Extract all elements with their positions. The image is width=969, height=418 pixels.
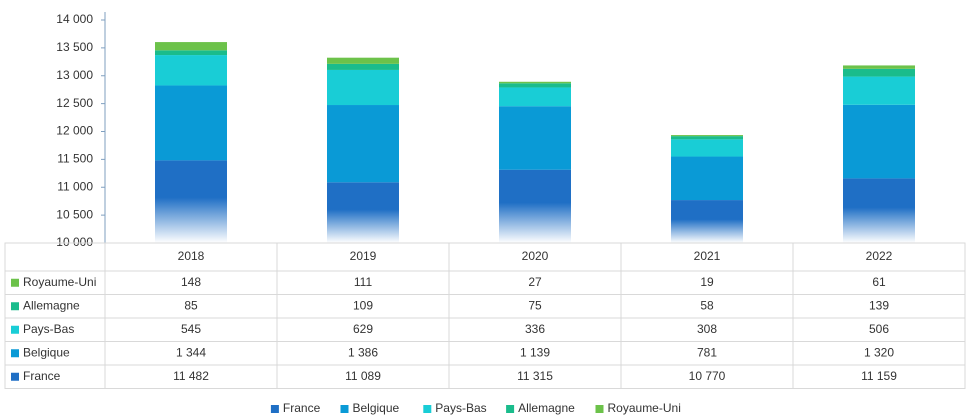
- x-tick-label: 2020: [522, 249, 549, 263]
- bar-segment: [327, 105, 399, 183]
- bar-segment: [843, 65, 915, 69]
- x-tick-label: 2022: [866, 249, 893, 263]
- legend-swatch: [11, 349, 19, 358]
- table-value: 308: [697, 322, 717, 336]
- bar-segment: [671, 135, 743, 137]
- bar-segment: [499, 106, 571, 170]
- x-tick-label: 2019: [350, 249, 377, 263]
- legend-swatch: [340, 405, 349, 413]
- row-label: Allemagne: [23, 298, 80, 312]
- legend-swatch: [11, 278, 19, 287]
- legend-swatch: [595, 405, 604, 413]
- table-frame: [4, 242, 966, 389]
- bar-segment: [671, 139, 743, 157]
- table-value: 1 386: [348, 345, 378, 359]
- legend-swatch: [423, 405, 432, 413]
- bar-segment: [499, 81, 571, 84]
- legend-swatch: [506, 405, 515, 413]
- table-value: 336: [525, 322, 545, 336]
- row-label: France: [23, 369, 61, 383]
- table-value: 27: [528, 275, 542, 289]
- bar-segment: [327, 63, 399, 70]
- table-value: 139: [869, 298, 889, 312]
- bar-segment: [155, 50, 227, 56]
- table-value: 781: [697, 345, 717, 359]
- table-value: 61: [872, 275, 886, 289]
- bar-segment: [499, 87, 571, 107]
- table-value: 111: [354, 275, 373, 289]
- table-value: 11 315: [517, 369, 553, 383]
- table-value: 11 482: [173, 369, 209, 383]
- row-label: Royaume-Uni: [23, 275, 96, 289]
- table-value: 506: [869, 322, 889, 336]
- legend-label: Allemagne: [518, 401, 575, 415]
- bar-segment: [155, 42, 227, 51]
- y-tick-label: 12 000: [56, 124, 93, 138]
- y-tick-label: 13 500: [56, 40, 93, 54]
- bar-segment: [671, 200, 743, 243]
- legend-label: Royaume-Uni: [608, 401, 681, 415]
- x-tick-label: 2018: [178, 249, 205, 263]
- bar-segment: [671, 156, 743, 201]
- x-tick-label: 2021: [694, 249, 721, 263]
- y-tick-label: 10 000: [56, 235, 93, 249]
- y-tick-label: 11 000: [57, 179, 93, 193]
- bar-segment: [843, 68, 915, 77]
- legend-swatch: [11, 302, 19, 311]
- bar-segment: [499, 83, 571, 88]
- table-value: 109: [353, 298, 373, 312]
- bar-segment: [155, 160, 227, 243]
- table-value: 629: [353, 322, 373, 336]
- y-tick-label: 13 000: [56, 68, 93, 82]
- y-tick-label: 12 500: [56, 96, 93, 110]
- table-value: 11 089: [345, 369, 381, 383]
- table-value: 1 139: [520, 345, 550, 359]
- table-value: 11 159: [861, 369, 897, 383]
- legend-label: Pays-Bas: [435, 401, 486, 415]
- table-value: 85: [184, 298, 198, 312]
- row-label: Pays-Bas: [23, 322, 74, 336]
- y-tick-label: 14 000: [56, 12, 93, 26]
- bar-segment: [327, 69, 399, 106]
- legend-swatch: [11, 372, 19, 381]
- table-value: 58: [700, 298, 714, 312]
- table-value: 1 344: [176, 345, 206, 359]
- bar-segment: [499, 169, 571, 243]
- table-value: 148: [181, 275, 201, 289]
- table-value: 1 320: [864, 345, 894, 359]
- bar-segment: [327, 182, 399, 243]
- legend-swatch: [270, 405, 279, 413]
- y-tick-label: 10 500: [56, 207, 93, 221]
- table-value: 545: [181, 322, 201, 336]
- bar-segment: [155, 85, 227, 161]
- y-tick-label: 11 500: [57, 152, 93, 166]
- legend-label: Belgique: [353, 401, 400, 415]
- bar-segment: [843, 104, 915, 179]
- legend-swatch: [11, 325, 19, 334]
- table-value: 10 770: [689, 369, 726, 383]
- bar-segment: [843, 178, 915, 243]
- row-label: Belgique: [23, 345, 70, 359]
- bar-segment: [155, 55, 227, 86]
- bar-segment: [327, 57, 399, 64]
- bar-segment: [843, 76, 915, 105]
- bar-segment: [671, 136, 743, 140]
- legend-label: France: [283, 401, 321, 415]
- table-value: 19: [700, 275, 714, 289]
- table-value: 75: [528, 298, 542, 312]
